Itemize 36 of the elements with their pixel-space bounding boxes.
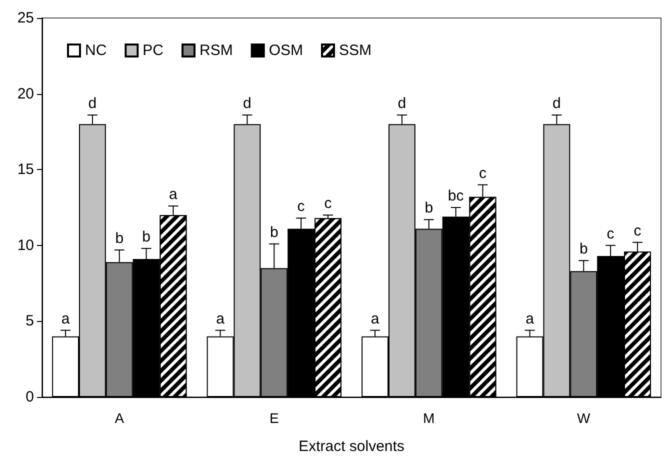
data-label: d — [88, 95, 97, 112]
legend-label: NC — [85, 42, 107, 59]
data-label: a — [526, 310, 535, 328]
data-label: b — [115, 230, 124, 247]
legend-label: RSM — [200, 42, 233, 59]
data-label: b — [424, 200, 434, 217]
data-label: d — [398, 95, 406, 112]
data-label: c — [297, 198, 306, 216]
y-tick-label: 5 — [26, 312, 34, 330]
x-tick-label: M — [423, 410, 435, 426]
legend-label: SSM — [339, 42, 372, 59]
data-label: b — [142, 228, 150, 246]
x-axis-title: Extract solvents — [298, 438, 404, 455]
x-tick-label: E — [269, 410, 279, 426]
y-tick-label: 15 — [17, 161, 34, 178]
data-label: b — [579, 240, 588, 258]
data-label: c — [634, 222, 642, 240]
y-tick-label: 10 — [17, 236, 34, 254]
data-label: d — [243, 95, 252, 112]
y-tick-label: 20 — [17, 85, 34, 102]
data-label: c — [324, 195, 332, 212]
legend-label: OSM — [268, 42, 304, 59]
x-tick-label: A — [114, 410, 125, 426]
data-label: a — [370, 310, 380, 328]
x-tick-label: W — [577, 410, 592, 426]
data-label: a — [61, 310, 70, 328]
y-tick-label: 25 — [17, 10, 34, 26]
data-label: d — [552, 95, 561, 112]
data-label: c — [478, 164, 487, 182]
data-label: a — [169, 186, 178, 203]
legend-label: PC — [142, 42, 164, 59]
data-label: c — [606, 225, 615, 242]
data-label: b — [270, 224, 278, 241]
y-tick-label: 0 — [26, 388, 34, 406]
data-label: a — [216, 310, 226, 328]
data-label: bc — [448, 188, 464, 204]
